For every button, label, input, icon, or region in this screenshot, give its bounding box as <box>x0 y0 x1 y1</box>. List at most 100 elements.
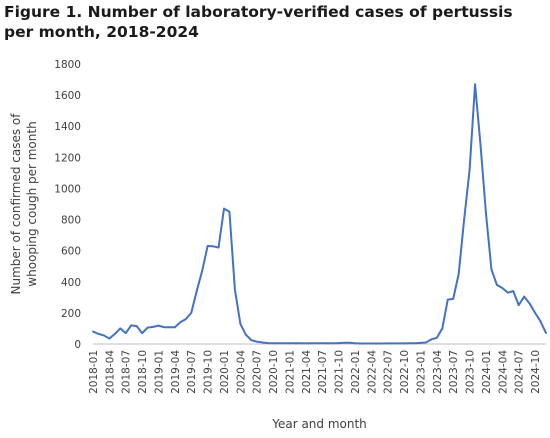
x-tick-label: 2019-04 <box>170 350 182 394</box>
data-point <box>446 298 449 301</box>
y-axis-title-line1: Number of confirmed cases of <box>9 113 23 295</box>
data-point <box>97 332 100 335</box>
data-point <box>283 342 285 345</box>
data-point <box>163 326 165 329</box>
data-point <box>364 342 367 345</box>
data-point <box>288 342 291 345</box>
y-tick-label: 400 <box>61 277 81 289</box>
data-point <box>168 326 171 329</box>
x-tick-label: 2020-01 <box>219 350 231 394</box>
y-tick-label: 1800 <box>54 59 81 71</box>
series-line <box>92 83 547 345</box>
y-tick-label: 600 <box>61 246 81 258</box>
y-axis-title-line2: whooping cough per month <box>25 121 39 286</box>
data-point <box>195 290 198 293</box>
data-point <box>419 342 422 344</box>
y-tick-label: 1000 <box>54 183 81 195</box>
data-point <box>501 287 504 289</box>
x-tick-label: 2021-04 <box>301 350 313 394</box>
y-tick-label: 1400 <box>54 121 81 133</box>
data-point <box>539 320 542 323</box>
data-point <box>239 322 242 325</box>
x-tick-label: 2020-07 <box>252 350 264 394</box>
x-tick-label: 2024-01 <box>481 350 493 394</box>
data-point <box>479 143 482 146</box>
data-point <box>261 341 264 344</box>
data-point <box>343 341 345 344</box>
data-point <box>223 207 225 210</box>
y-axis-ticks: 0 200 400 600 800 1000 1200 1400 1600 1800 <box>54 59 81 351</box>
data-point <box>294 342 296 345</box>
data-point <box>310 342 313 345</box>
data-point <box>173 326 176 329</box>
chart-title: Figure 1. Number of laboratory-verified … <box>4 3 513 41</box>
x-tick-label: 2019-07 <box>186 350 198 394</box>
data-point <box>108 337 111 340</box>
data-point <box>517 304 520 307</box>
data-point <box>152 325 154 328</box>
y-tick-label: 1600 <box>54 90 81 102</box>
data-point <box>157 324 160 327</box>
data-point <box>255 340 258 343</box>
data-point <box>92 330 94 333</box>
data-point <box>179 321 182 324</box>
data-point <box>408 342 411 345</box>
data-point <box>430 338 433 341</box>
data-point <box>403 342 405 345</box>
x-tick-label: 2019-01 <box>153 350 165 394</box>
x-tick-label: 2024-04 <box>497 350 509 394</box>
data-point <box>359 342 362 345</box>
x-tick-label: 2023-04 <box>432 350 444 394</box>
data-point <box>277 342 280 345</box>
data-point <box>425 341 427 344</box>
data-point <box>354 342 356 345</box>
y-tick-label: 800 <box>61 215 81 227</box>
data-point <box>495 283 498 286</box>
x-tick-label: 2021-01 <box>284 350 296 394</box>
y-tick-label: 1200 <box>54 152 81 164</box>
x-tick-label: 2020-04 <box>235 350 247 394</box>
data-point <box>130 324 133 327</box>
data-point <box>381 342 384 345</box>
data-point <box>272 342 275 345</box>
data-point <box>217 246 220 249</box>
data-point <box>375 342 378 345</box>
data-point <box>266 342 269 344</box>
data-point <box>304 342 307 345</box>
data-point <box>370 342 373 345</box>
x-axis-title: Year and month <box>271 417 367 431</box>
data-point <box>212 245 214 248</box>
x-tick-label: 2022-07 <box>383 350 395 394</box>
data-point <box>321 342 324 345</box>
x-tick-label: 2023-07 <box>448 350 460 394</box>
x-tick-label: 2024-10 <box>530 350 542 394</box>
data-point <box>463 218 466 221</box>
x-tick-label: 2021-07 <box>317 350 329 394</box>
data-point <box>141 332 144 335</box>
series-layer <box>92 83 547 345</box>
data-point <box>244 333 247 336</box>
x-tick-label: 2018-01 <box>88 350 100 394</box>
data-point <box>545 332 547 335</box>
data-point <box>474 83 476 86</box>
x-tick-label: 2018-04 <box>104 350 116 394</box>
x-tick-label: 2020-10 <box>268 350 280 394</box>
data-point <box>392 342 395 345</box>
data-point <box>468 168 471 171</box>
data-point <box>250 339 253 342</box>
data-point <box>201 269 204 272</box>
x-tick-label: 2018-07 <box>121 350 133 394</box>
data-point <box>184 318 187 321</box>
x-tick-label: 2024-07 <box>514 350 526 394</box>
x-tick-label: 2023-10 <box>465 350 477 394</box>
data-point <box>124 332 127 335</box>
y-tick-label: 0 <box>74 339 81 351</box>
data-point <box>206 245 209 247</box>
data-point <box>452 297 455 300</box>
y-tick-label: 200 <box>61 308 81 320</box>
data-point <box>135 325 138 328</box>
data-point <box>326 342 329 345</box>
data-point <box>441 327 444 330</box>
data-point <box>490 268 493 271</box>
